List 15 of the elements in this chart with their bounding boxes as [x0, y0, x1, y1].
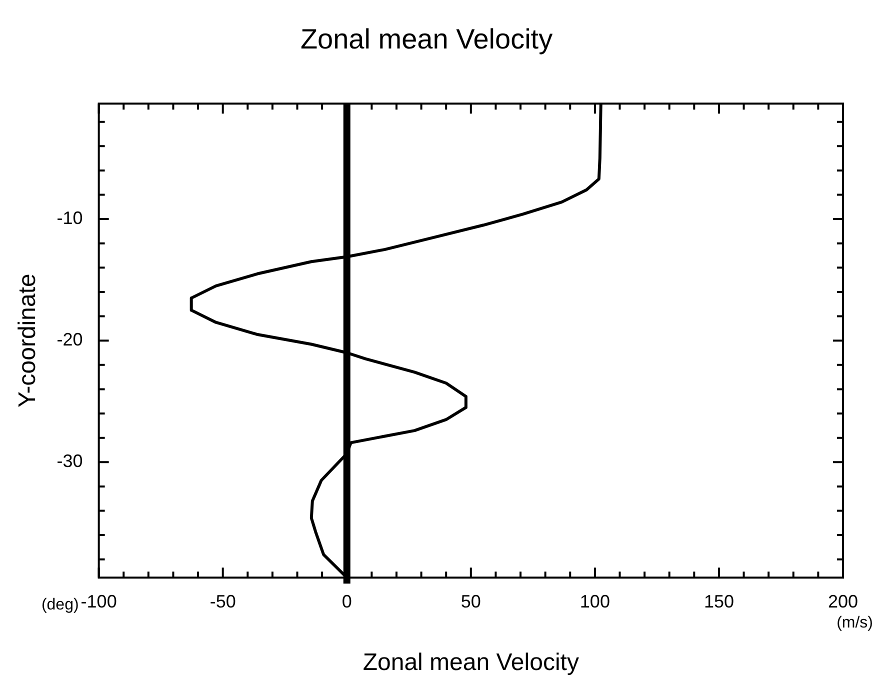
x-tick-label: 150	[704, 591, 734, 612]
x-tick-label: 100	[580, 591, 610, 612]
y-tick-label: -10	[56, 208, 83, 228]
chart-title: Zonal mean Velocity	[300, 24, 553, 55]
x-tick-label: 200	[828, 591, 858, 612]
text: (m/s)	[836, 614, 873, 632]
y-tick-label: -30	[56, 451, 83, 472]
x-tick-label: -100	[80, 591, 117, 612]
x-tick-label: -50	[210, 591, 236, 612]
text: (deg)	[41, 596, 79, 614]
y-tick-label: -20	[56, 330, 83, 350]
x-tick-label: 50	[460, 591, 481, 612]
x-tick-label: 0	[342, 591, 352, 612]
x-axis-title: Zonal mean Velocity	[362, 649, 579, 676]
y-axis-title: Y-coordinate	[14, 274, 42, 408]
